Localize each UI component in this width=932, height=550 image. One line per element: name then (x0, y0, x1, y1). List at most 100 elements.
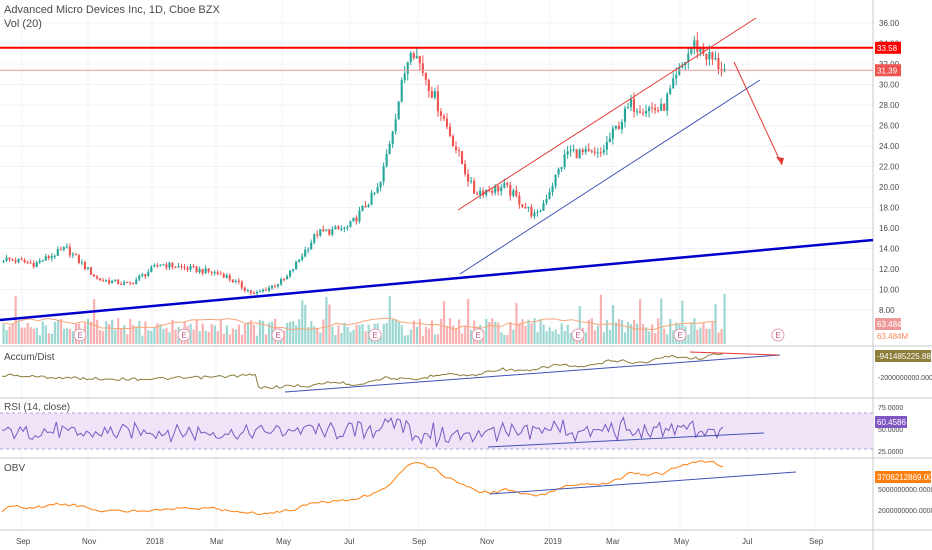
volume-bar (56, 320, 60, 344)
volume-bar (412, 320, 415, 344)
candle-body (17, 259, 20, 263)
x-tick-label: May (276, 537, 291, 546)
candle-body (177, 266, 180, 268)
rsi-label[interactable]: RSI (14, close) (4, 402, 71, 413)
volume-bar (153, 326, 156, 344)
volume-bar (68, 329, 72, 344)
candle-body (35, 262, 38, 267)
symbol-title[interactable]: Advanced Micro Devices Inc, 1D, Cboe BZX (4, 4, 220, 16)
rsi-value-badge: 60.4586 (877, 418, 906, 427)
candle-body (626, 107, 630, 109)
candle-body (551, 186, 554, 193)
candle-body (436, 91, 439, 112)
volume-bars (2, 293, 726, 344)
candle-body (156, 265, 159, 267)
candle-body (654, 107, 657, 111)
candle-body (660, 103, 663, 111)
rsi-trendline (487, 432, 765, 448)
volume-bar (403, 335, 406, 344)
candle-body (77, 255, 80, 263)
volume-bar (485, 319, 488, 344)
candle-body (635, 111, 639, 113)
rsi-tick-label: 75.0000 (878, 405, 903, 412)
candle-body (509, 184, 512, 196)
volume-bar (539, 318, 542, 344)
candle-body (518, 195, 521, 205)
volume-bar (397, 321, 400, 344)
candle-body (5, 257, 8, 261)
candle-body (74, 254, 77, 256)
earnings-marker (177, 328, 191, 342)
earnings-marker (673, 328, 687, 342)
volume-bar (533, 318, 536, 344)
candle-body (267, 287, 271, 291)
candle-body (204, 268, 207, 274)
candle-body (578, 149, 581, 159)
accum-line (1, 353, 724, 390)
volume-bar (138, 320, 141, 344)
candle-body (261, 289, 264, 292)
candle-body (421, 63, 424, 73)
volume-bar (168, 332, 171, 344)
obv-label[interactable]: OBV (4, 463, 26, 474)
candle-body (165, 264, 168, 268)
volume-bar (602, 332, 606, 344)
candle-body (593, 151, 596, 153)
candle-body (521, 204, 524, 208)
earnings-marker (73, 328, 87, 342)
volume-bar (636, 323, 639, 344)
volume-bar (41, 321, 44, 344)
candle-body (699, 48, 702, 52)
volume-bar (503, 334, 506, 344)
candle-body (397, 101, 400, 120)
obv-value-badge-bg (875, 471, 931, 483)
candle-body (279, 279, 283, 285)
volume-bar (608, 330, 612, 344)
candle-body (231, 279, 234, 283)
candle-body (524, 207, 527, 209)
volume-bar (126, 334, 129, 344)
candle-body (144, 274, 147, 277)
accum-label[interactable]: Accum/Dist (4, 352, 55, 363)
candle-body (473, 180, 476, 194)
candle-body (451, 135, 455, 147)
volume-bar (32, 328, 35, 344)
candle-body (32, 263, 35, 267)
volume-bar (521, 319, 524, 344)
candle-body (666, 93, 669, 111)
candle-body (497, 185, 500, 192)
candle-body (80, 262, 83, 264)
candle-body (289, 270, 292, 277)
candle-body (174, 267, 177, 269)
last-price-badge: 31.39 (877, 66, 898, 75)
candle-body (322, 229, 325, 231)
volume-bar (228, 334, 231, 344)
rsi-tick-label: 25.0000 (878, 449, 903, 456)
volume-bar (105, 321, 108, 344)
volume-bar (557, 334, 560, 344)
obv-tick-label: 2000000000.0000 (878, 508, 932, 515)
earnings-marker-label: E (476, 331, 481, 340)
volume-bar (2, 324, 5, 344)
candle-body (572, 149, 575, 151)
volume-bar (283, 330, 286, 344)
candle-body (563, 154, 566, 168)
candle-body (470, 180, 473, 182)
candle-body (150, 266, 153, 273)
candle-body (132, 282, 135, 284)
volume-label[interactable]: Vol (20) (4, 18, 42, 30)
y-tick-label: 36.00 (879, 19, 900, 28)
candle-body (222, 273, 225, 278)
volume-bar (14, 295, 17, 344)
volume-ma-badge: 63.484M (877, 332, 908, 341)
volume-bar (491, 318, 494, 344)
candle-body (153, 265, 156, 267)
obv-legend: OBV (4, 463, 25, 474)
volume-bar (436, 334, 440, 344)
candle-body (620, 121, 623, 130)
candle-body (581, 149, 584, 153)
candle-body (442, 115, 445, 119)
volume-bar (304, 304, 307, 344)
candle-body (515, 190, 518, 196)
